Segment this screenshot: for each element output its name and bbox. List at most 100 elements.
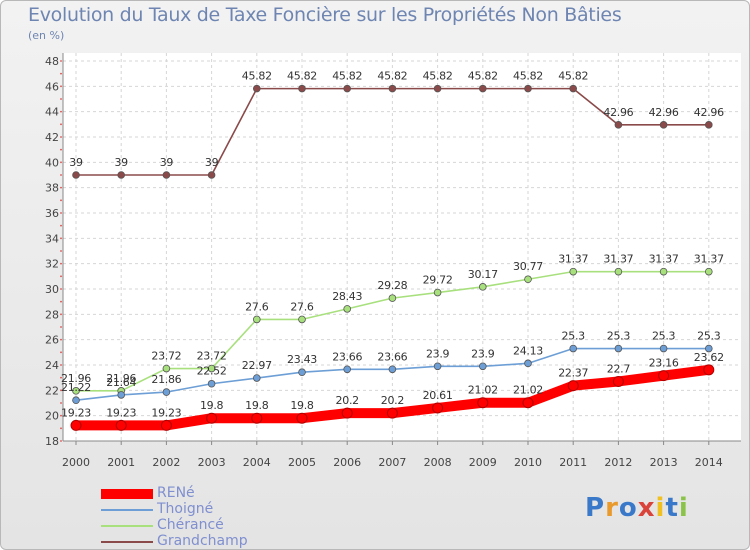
logo-letter: x [637, 493, 656, 523]
y-minor-tick [60, 174, 62, 176]
y-minor-tick [60, 148, 62, 151]
y-tick-label: 22 [45, 384, 59, 397]
y-minor-tick [60, 351, 62, 354]
legend-label: Chérancé [157, 517, 224, 533]
data-point [162, 364, 171, 373]
data-point [296, 412, 308, 424]
y-minor-tick [60, 110, 62, 113]
data-point [477, 397, 489, 409]
data-label: 23.72 [197, 350, 227, 363]
y-minor-tick [60, 212, 62, 214]
y-minor-tick [60, 300, 62, 303]
y-minor-tick [60, 288, 62, 290]
data-point [162, 171, 171, 179]
y-minor-tick [60, 427, 62, 430]
data-label: 23.9 [471, 347, 495, 360]
x-tick-label: 2012 [604, 456, 632, 469]
x-tick-label: 2007 [378, 456, 406, 469]
y-tick-label: 34 [45, 232, 59, 245]
y-minor-tick [60, 440, 62, 442]
data-label: 39 [69, 156, 83, 169]
y-minor-tick [60, 326, 62, 328]
data-point [341, 407, 353, 419]
legend-item: Chérancé [101, 518, 361, 534]
data-point [703, 364, 715, 376]
data-point [207, 364, 216, 373]
y-tick-label: 26 [45, 334, 59, 347]
data-label: 45.82 [332, 70, 362, 83]
y-tick-label: 30 [45, 283, 59, 296]
data-label: 45.82 [287, 70, 317, 83]
data-point [117, 171, 125, 179]
data-point [115, 419, 127, 431]
data-point [298, 84, 306, 93]
data-label: 22.97 [242, 359, 272, 372]
data-point [207, 171, 216, 179]
data-point [253, 374, 261, 382]
y-tick-label: 28 [45, 308, 59, 321]
x-tick-label: 2002 [152, 456, 180, 469]
data-point [524, 275, 532, 284]
y-minor-tick [60, 98, 62, 100]
x-tick-label: 2001 [107, 456, 135, 469]
data-point [206, 412, 218, 424]
data-label: 45.82 [423, 70, 453, 83]
data-point [160, 419, 172, 431]
data-point [386, 407, 398, 419]
data-label: 31.37 [603, 253, 633, 266]
data-point [343, 305, 352, 313]
data-point [478, 84, 487, 93]
data-label: 27.6 [245, 300, 269, 313]
data-label: 22.7 [607, 362, 631, 375]
data-point [569, 344, 577, 353]
y-minor-tick [60, 199, 62, 202]
logo-letter: t [665, 493, 679, 523]
y-minor-tick [60, 262, 62, 265]
y-tick-label: 38 [45, 182, 59, 195]
chart-unit-label: (en %) [28, 29, 65, 42]
data-label: 31.37 [558, 253, 588, 266]
data-label: 25.3 [562, 330, 586, 343]
x-tick-label: 2009 [469, 456, 497, 469]
data-point [478, 283, 487, 291]
legend-label: Thoigné [157, 501, 214, 517]
data-point [343, 365, 352, 374]
y-minor-tick [60, 376, 62, 379]
data-point [433, 362, 442, 371]
y-tick-label: 42 [45, 131, 59, 144]
x-tick-label: 2008 [424, 456, 452, 469]
data-label: 25.3 [697, 330, 721, 343]
data-label: 22.37 [558, 367, 588, 380]
x-tick-label: 2005 [288, 456, 316, 469]
legend-swatch [101, 509, 153, 511]
y-minor-tick [60, 237, 62, 240]
data-label: 22.52 [197, 365, 227, 378]
x-tick-label: 2004 [243, 456, 271, 469]
data-point [253, 84, 261, 93]
data-label: 20.2 [336, 394, 359, 407]
y-minor-tick [60, 123, 62, 126]
data-label: 23.72 [151, 350, 181, 363]
data-point [659, 121, 668, 129]
data-point [253, 315, 261, 324]
y-tick-label: 32 [45, 258, 59, 271]
data-label: 39 [114, 156, 128, 169]
data-label: 39 [205, 156, 219, 169]
y-tick-label: 46 [45, 80, 59, 93]
data-point [524, 359, 532, 368]
legend-swatch [101, 525, 153, 527]
logo-letter: i [678, 493, 689, 523]
y-minor-tick [60, 186, 62, 189]
data-label: 31.37 [694, 253, 724, 266]
data-point [388, 365, 397, 374]
legend-label: RENé [157, 485, 195, 501]
data-label: 20.2 [381, 394, 404, 407]
y-minor-tick [60, 250, 62, 252]
data-label: 31.37 [649, 253, 679, 266]
y-minor-tick [60, 60, 62, 62]
y-minor-tick [60, 85, 62, 88]
data-label: 21.86 [151, 373, 181, 386]
data-point [612, 375, 624, 387]
y-tick-label: 36 [45, 207, 59, 220]
